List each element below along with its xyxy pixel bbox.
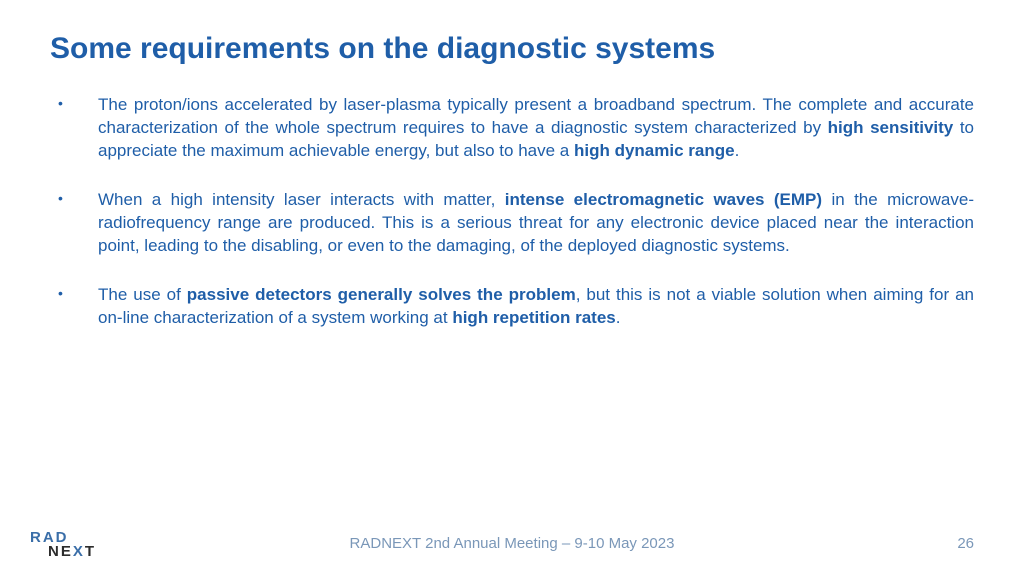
bullet-item: The proton/ions accelerated by laser-pla… xyxy=(50,94,974,163)
bullet-text: The use of xyxy=(98,285,187,304)
footer-meeting-text: RADNEXT 2nd Annual Meeting – 9-10 May 20… xyxy=(0,535,1024,552)
page-number: 26 xyxy=(957,535,974,552)
slide-footer: RAD NEXT RADNEXT 2nd Annual Meeting – 9-… xyxy=(0,518,1024,558)
bullet-item: When a high intensity laser interacts wi… xyxy=(50,189,974,258)
bullet-bold: high sensitivity xyxy=(828,118,954,137)
bullet-list: The proton/ions accelerated by laser-pla… xyxy=(50,94,974,330)
bullet-text: . xyxy=(616,308,621,327)
bullet-text: When a high intensity laser interacts wi… xyxy=(98,190,505,209)
bullet-bold: high repetition rates xyxy=(452,308,615,327)
bullet-bold: high dynamic range xyxy=(574,141,735,160)
slide: Some requirements on the diagnostic syst… xyxy=(0,0,1024,576)
bullet-bold: intense electromagnetic waves (EMP) xyxy=(505,190,822,209)
bullet-bold: passive detectors generally solves the p… xyxy=(187,285,576,304)
bullet-text: . xyxy=(735,141,740,160)
slide-title: Some requirements on the diagnostic syst… xyxy=(50,32,974,66)
bullet-item: The use of passive detectors generally s… xyxy=(50,284,974,330)
